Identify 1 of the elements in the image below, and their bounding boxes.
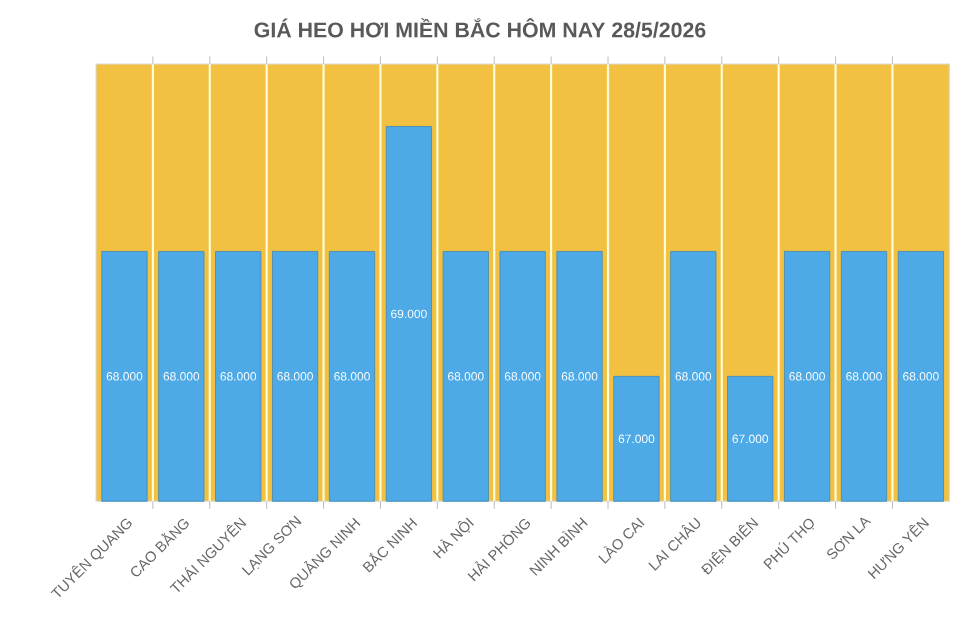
chart-title: GIÁ HEO HƠI MIỀN BẮC HÔM NAY 28/5/2026 <box>254 18 706 38</box>
